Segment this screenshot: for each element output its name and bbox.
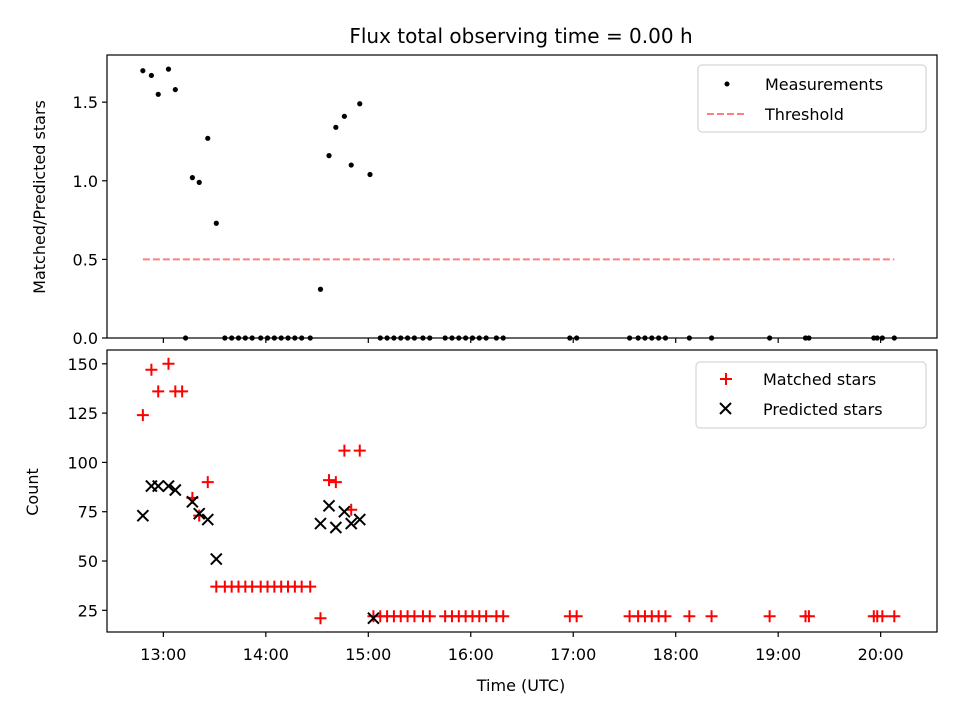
x-tick-label: 13:00	[140, 645, 186, 664]
measurements-point	[348, 162, 354, 168]
matched-stars-point	[176, 385, 189, 398]
matched-stars-point	[763, 610, 776, 623]
bottom-xlabel: Time (UTC)	[476, 676, 565, 695]
matched-stars-point	[570, 610, 583, 623]
predicted-stars-point	[367, 611, 380, 625]
matched-stars-point	[329, 476, 342, 489]
measurements-point	[317, 286, 324, 292]
bottom-axes: 25 50 75 100 125 150 13:00 14:00 15:00 16:00 17:00…	[67, 349, 938, 664]
legend-predicted-marker	[719, 402, 732, 415]
bottom-ylabel: Count	[23, 468, 42, 516]
plot-frame-0	[106, 54, 938, 339]
predicted-stars-point	[345, 517, 358, 530]
measurements-point	[367, 171, 373, 178]
top-panel: Matched/Predicted stars 0.0 0.5 1.0 1.5 Mea…	[30, 54, 938, 348]
x-tick-label: 16:00	[448, 645, 494, 664]
bottom-marks	[136, 357, 901, 625]
matched-stars-point	[480, 610, 493, 623]
bottom-panel: Count Time (UTC) 25 50 75 100 125 150 13:00 14:…	[23, 349, 938, 695]
predicted-stars-point	[322, 499, 336, 512]
matched-stars-point	[888, 610, 901, 623]
y-tick-label: 100	[67, 453, 98, 472]
matched-stars-point	[338, 444, 351, 457]
top-legend: Measurements Threshold	[697, 64, 927, 133]
y-tick-label: 50	[78, 552, 98, 571]
y-tick-label: 1.5	[73, 93, 98, 112]
matched-stars-point	[323, 474, 336, 487]
plot-frame-1	[106, 349, 938, 633]
matched-stars-point	[659, 610, 672, 623]
measurements-point	[165, 66, 172, 72]
bottom-legend-frame	[695, 361, 927, 429]
matched-stars-point	[152, 385, 165, 398]
y-tick-label: 25	[78, 601, 98, 620]
measurements-point	[326, 153, 332, 159]
measurements-point	[140, 68, 146, 74]
bottom-legend: Matched stars Predicted stars	[695, 361, 927, 429]
y-tick-label: 0.0	[73, 329, 98, 348]
x-tick-label: 19:00	[755, 645, 801, 664]
y-tick-label: 150	[67, 355, 98, 374]
legend-predicted-label: Predicted stars	[763, 400, 883, 419]
predicted-stars-point	[162, 479, 175, 493]
predicted-stars-point	[329, 521, 343, 534]
x-tick-label: 17:00	[550, 645, 596, 664]
matched-stars-point	[136, 409, 149, 422]
top-legend-frame	[697, 64, 927, 133]
matched-stars-point	[201, 476, 214, 489]
y-tick-label: 0.5	[73, 250, 98, 269]
chart-title: Flux total observing time = 0.00 h	[349, 24, 692, 48]
measurements-point	[341, 113, 347, 119]
x-tick-label: 20:00	[858, 645, 904, 664]
matched-stars-point	[314, 612, 327, 625]
measurements-point	[213, 220, 219, 226]
matched-stars-point	[145, 363, 158, 376]
x-tick-label: 18:00	[653, 645, 699, 664]
predicted-stars-point	[152, 479, 165, 493]
predicted-stars-point	[338, 505, 351, 518]
x-tick-label: 14:00	[243, 645, 289, 664]
predicted-stars-point	[169, 483, 182, 497]
measurements-point	[357, 101, 363, 107]
matched-stars-point	[705, 610, 718, 623]
predicted-stars-point	[210, 552, 223, 566]
top-ylabel: Matched/Predicted stars	[30, 100, 49, 294]
predicted-stars-point	[201, 513, 214, 526]
legend-matched-label: Matched stars	[763, 370, 876, 389]
x-tick-label: 15:00	[345, 645, 391, 664]
y-tick-label: 75	[78, 503, 98, 522]
measurements-point	[148, 72, 155, 79]
measurements-point	[172, 86, 178, 93]
matched-stars-point	[423, 610, 436, 623]
predicted-stars-point	[186, 495, 199, 509]
y-tick-label: 125	[67, 404, 98, 423]
matched-stars-point	[876, 610, 889, 623]
matched-stars-point	[304, 580, 317, 593]
predicted-stars-point	[193, 507, 206, 520]
legend-measurements-label: Measurements	[765, 75, 883, 94]
legend-matched-marker	[720, 373, 732, 385]
matched-stars-point	[802, 610, 815, 623]
measurements-point	[189, 175, 195, 181]
matched-stars-point	[683, 610, 696, 623]
measurements-point	[333, 124, 339, 130]
predicted-stars-point	[353, 513, 366, 526]
legend-measurements-marker	[724, 81, 730, 87]
matched-stars-point	[162, 357, 175, 370]
measurements-point	[196, 179, 202, 185]
legend-threshold-label: Threshold	[764, 105, 844, 124]
predicted-stars-point	[314, 517, 327, 530]
matched-stars-point	[497, 610, 510, 623]
matched-stars-point	[353, 444, 366, 457]
predicted-stars-point	[136, 509, 150, 522]
measurements-point	[205, 135, 211, 141]
measurements-point	[155, 91, 161, 97]
y-tick-label: 1.0	[73, 172, 98, 191]
top-axes: 0.0 0.5 1.0 1.5	[73, 54, 938, 348]
